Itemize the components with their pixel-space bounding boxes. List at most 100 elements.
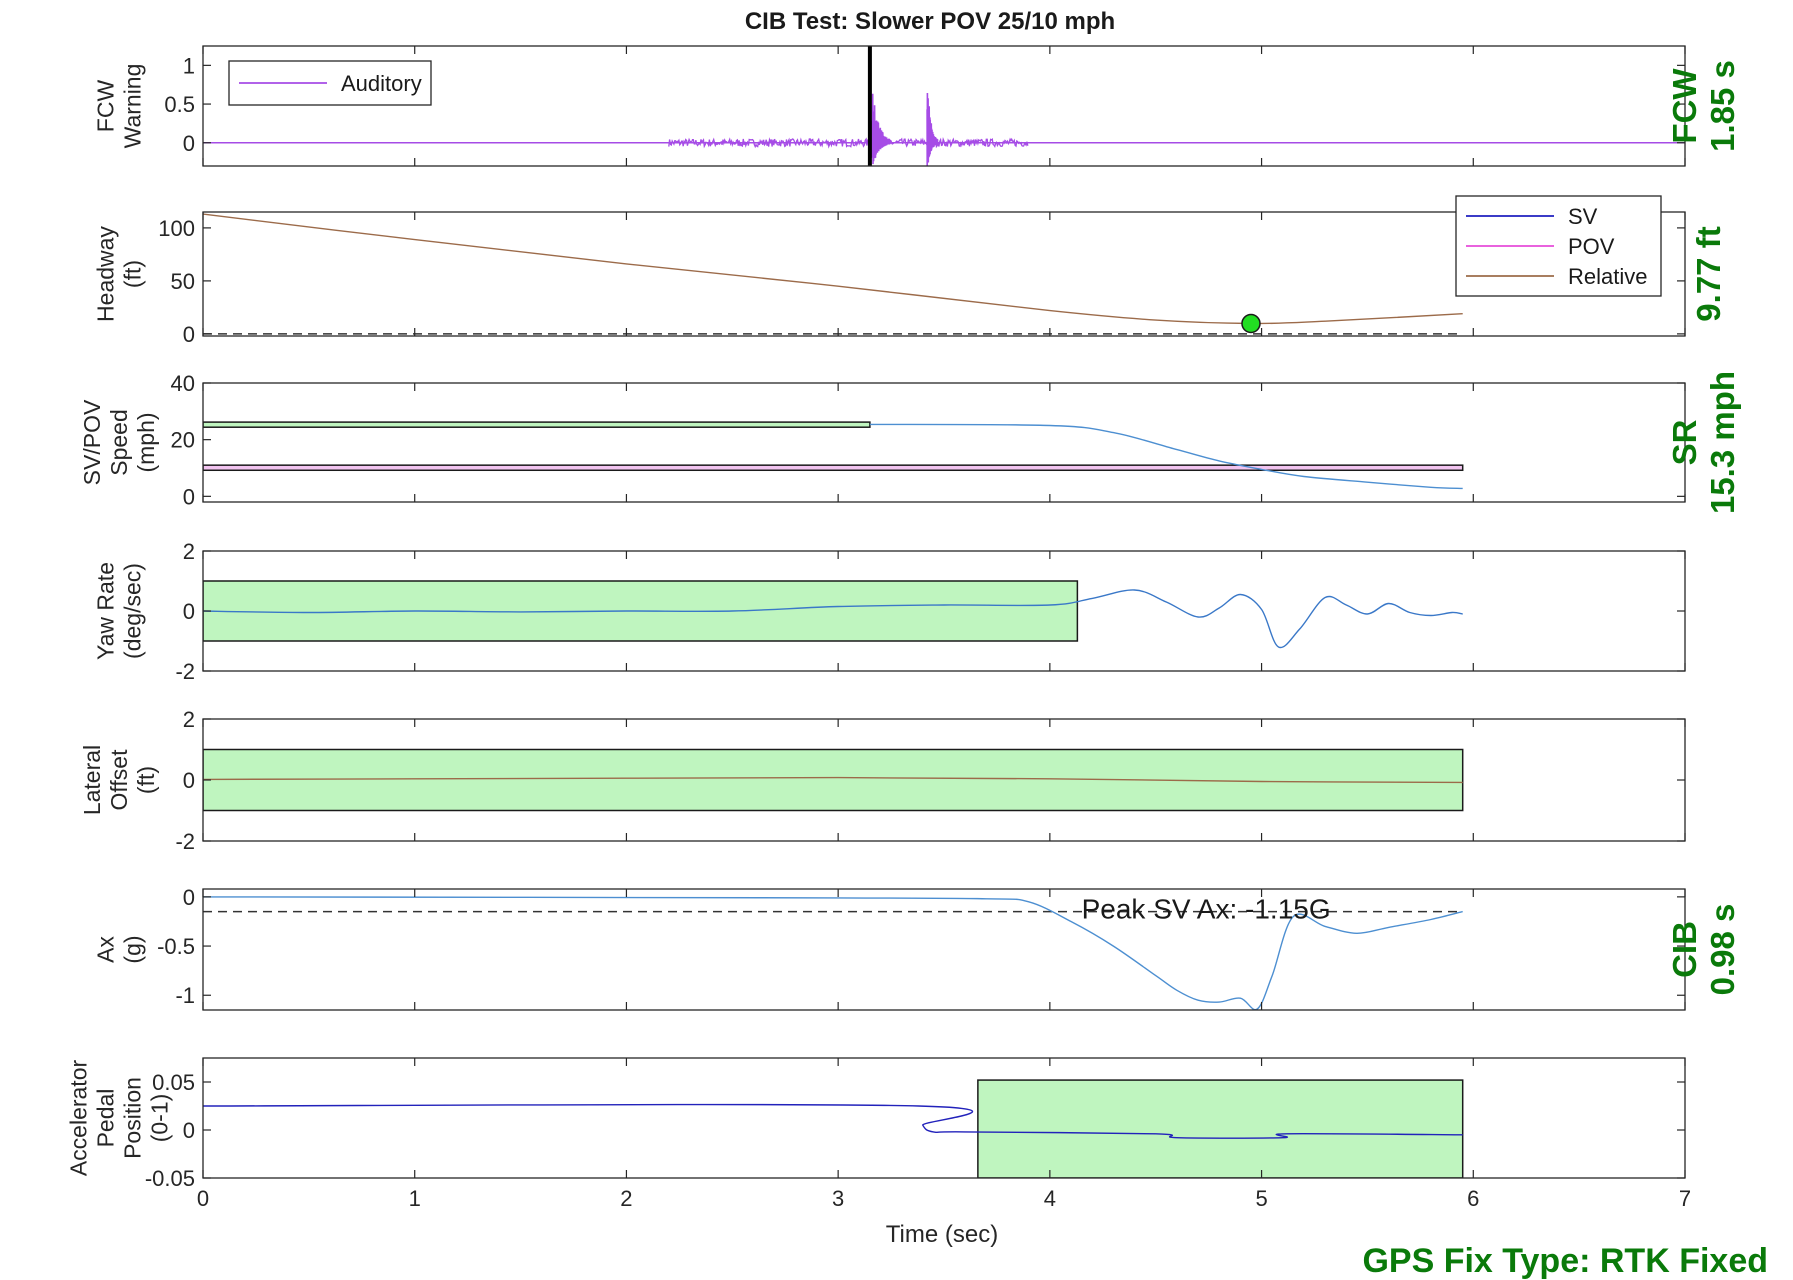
axes-box [202, 382, 1686, 503]
panel-ax: Peak SV Ax: -1.15G 0 -0.5 -1 Ax (g) CIB 0.98 s [93, 885, 1741, 1011]
axes-box [202, 1057, 1686, 1179]
y-tick-label: 40 [171, 371, 195, 396]
y-tick-label: -0.05 [145, 1166, 195, 1191]
x-tick-label: 6 [1467, 1186, 1479, 1211]
plot-area [203, 896, 1463, 1010]
y-tick-label: -2 [175, 659, 195, 684]
axes-box [202, 45, 1686, 167]
y-axis-label: Accelerator [66, 1059, 92, 1176]
y-axis-label: Yaw Rate [93, 562, 119, 660]
axes-background [203, 383, 1685, 502]
y-axis-label: Position [120, 1077, 146, 1159]
plot-area [203, 421, 1464, 490]
axes-box [202, 211, 1686, 337]
plot-area [203, 580, 1463, 649]
y-tick-label: 0 [183, 131, 195, 156]
x-tick-label: 1 [409, 1186, 421, 1211]
x-tick-label: 7 [1679, 1186, 1691, 1211]
panel-yaw: -2 0 2 Yaw Rate (deg/sec) [93, 539, 1686, 684]
y-axis-label: Warning [120, 64, 146, 149]
axes-background [203, 46, 1685, 166]
y-tick-label: -0.5 [157, 934, 195, 959]
panel-pedal: 0.05 0 -0.05 Accelerator Pedal Position (0-1) [66, 1057, 1686, 1191]
side-metric-label: CIB [1666, 921, 1703, 978]
y-tick-label: 2 [183, 707, 195, 732]
y-axis-label: (0-1) [147, 1094, 173, 1143]
series-line-relative [203, 213, 1463, 325]
y-axis-label: Offset [106, 749, 132, 811]
axes-box [202, 888, 1686, 1011]
y-tick-label: 1 [183, 53, 195, 78]
y-axis-label: FCW [93, 80, 119, 133]
series-line-relative [203, 776, 1463, 784]
side-metric-label: FCW [1666, 68, 1703, 144]
y-axis-label: Pedal [93, 1089, 119, 1148]
tolerance-band [203, 464, 1464, 472]
figure-title: CIB Test: Slower POV 25/10 mph [745, 8, 1115, 35]
y-axis-label: (deg/sec) [120, 563, 146, 659]
y-tick-label: 0 [183, 599, 195, 624]
series-line-sv [203, 896, 1463, 1010]
tolerance-band [203, 421, 871, 428]
y-tick-label: 0 [183, 885, 195, 910]
y-tick-label: 0 [183, 768, 195, 793]
y-tick-label: 100 [158, 216, 195, 241]
y-tick-label: 50 [171, 269, 195, 294]
x-tick-label: 4 [1044, 1186, 1056, 1211]
y-axis-label: Lateral [79, 745, 105, 815]
y-axis-label: Speed [106, 409, 132, 476]
plot-area [203, 213, 1463, 335]
series-line-sv [203, 589, 1463, 649]
y-axis-label: Headway [93, 226, 119, 322]
side-metric-label: 9.77 ft [1690, 226, 1727, 321]
x-tick-label: 2 [620, 1186, 632, 1211]
y-axis-label: SV/POV [79, 399, 105, 485]
plot-area [203, 1079, 1464, 1178]
side-metric-label: 1.85 s [1704, 60, 1741, 152]
series-line-sv [203, 1103, 1463, 1139]
y-axis-label: (mph) [133, 412, 159, 472]
panel-lateral: -2 0 2 Lateral Offset (ft) [79, 707, 1686, 854]
gps-fix-label: GPS Fix Type: RTK Fixed [1362, 1242, 1768, 1280]
x-axis: 0 1 2 3 4 5 6 7 [197, 1186, 1691, 1211]
y-tick-label: 0.5 [164, 92, 195, 117]
panel-speed: 0 20 40 SV/POV Speed (mph) SR 15.3 mph [79, 371, 1741, 514]
panel-headway: 0 50 100 Headway (ft) 9.77 ft SV POV Relative [93, 195, 1727, 347]
y-tick-label: 0.05 [152, 1070, 195, 1095]
auditory-noise [668, 136, 1029, 149]
x-tick-label: 5 [1255, 1186, 1267, 1211]
side-metric-label: 15.3 mph [1704, 371, 1741, 514]
legend-entry: POV [1568, 234, 1615, 259]
legend-entry: SV [1568, 204, 1598, 229]
y-axis-label: (ft) [133, 766, 159, 794]
axes-background [203, 889, 1685, 1010]
y-tick-label: 0 [183, 1118, 195, 1143]
legend-entry: Relative [1568, 264, 1647, 289]
plot-area [203, 46, 1685, 166]
y-tick-label: 2 [183, 539, 195, 564]
y-axis-label: Ax [93, 936, 119, 963]
y-tick-label: 0 [183, 484, 195, 509]
auditory-burst [926, 92, 939, 166]
side-metric-label: 0.98 s [1704, 904, 1741, 996]
tolerance-band [977, 1079, 1464, 1178]
x-tick-label: 3 [832, 1186, 844, 1211]
y-tick-label: -2 [175, 829, 195, 854]
auditory-burst [871, 93, 892, 165]
tolerance-band [203, 748, 1464, 812]
x-axis-label: Time (sec) [886, 1221, 998, 1248]
y-axis-label: (g) [120, 935, 146, 963]
x-tick-label: 0 [197, 1186, 209, 1211]
peak-ax-annotation: Peak SV Ax: -1.15G [1082, 894, 1331, 925]
y-tick-label: 20 [171, 428, 195, 453]
plot-area [203, 748, 1464, 812]
min-headway-marker [1241, 313, 1261, 334]
series-line-sv [869, 423, 1463, 490]
legend-entry: Auditory [341, 71, 422, 96]
y-axis-label: (ft) [120, 260, 146, 288]
y-tick-label: -1 [175, 983, 195, 1008]
side-metric-label: SR [1666, 419, 1703, 465]
